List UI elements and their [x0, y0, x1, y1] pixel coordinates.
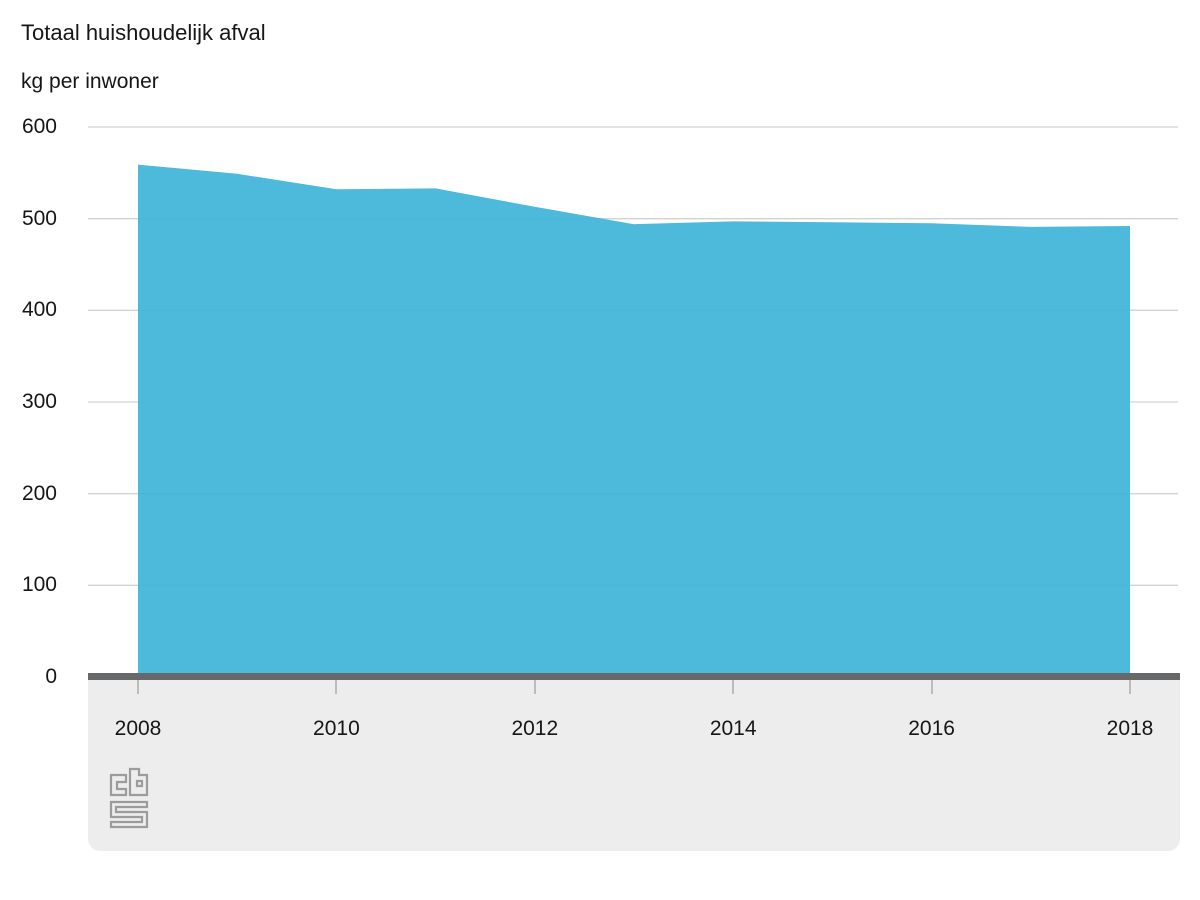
x-axis-label: 2016	[908, 717, 955, 740]
area-series-totaal-huishoudelijk-afval	[138, 164, 1130, 678]
x-axis-label: 2014	[709, 717, 757, 740]
y-axis-label: 500	[21, 206, 57, 230]
x-axis-tick	[1129, 680, 1131, 694]
cbs-logo-b	[128, 767, 149, 797]
x-axis-tick	[930, 680, 933, 694]
x-axis-tick	[732, 680, 735, 694]
cbs-logo-s	[109, 800, 149, 829]
cbs-logo	[107, 766, 151, 830]
y-axis-label: 300	[21, 390, 57, 413]
x-axis-label: 2008	[114, 717, 162, 740]
x-axis-band: 2008 2010 2012 2014 2016 2018	[88, 680, 1180, 851]
x-axis-label: 2018	[1106, 717, 1154, 740]
x-axis-line	[88, 673, 1180, 680]
y-axis-label: 100	[21, 573, 57, 597]
x-axis-tick	[137, 680, 139, 694]
chart-title: Totaal huishoudelijk afval	[21, 20, 266, 45]
chart-subtitle: kg per inwoner	[21, 70, 159, 93]
cbs-logo-c	[109, 773, 128, 797]
y-axis-label: 0	[45, 665, 57, 688]
x-axis-tick	[533, 680, 536, 694]
x-axis-tick	[335, 680, 338, 694]
y-axis-label: 200	[21, 481, 57, 505]
x-axis-label: 2012	[511, 717, 559, 740]
y-axis-label: 600	[21, 115, 57, 138]
x-axis-label: 2010	[313, 717, 360, 740]
y-axis-label: 400	[21, 298, 57, 322]
